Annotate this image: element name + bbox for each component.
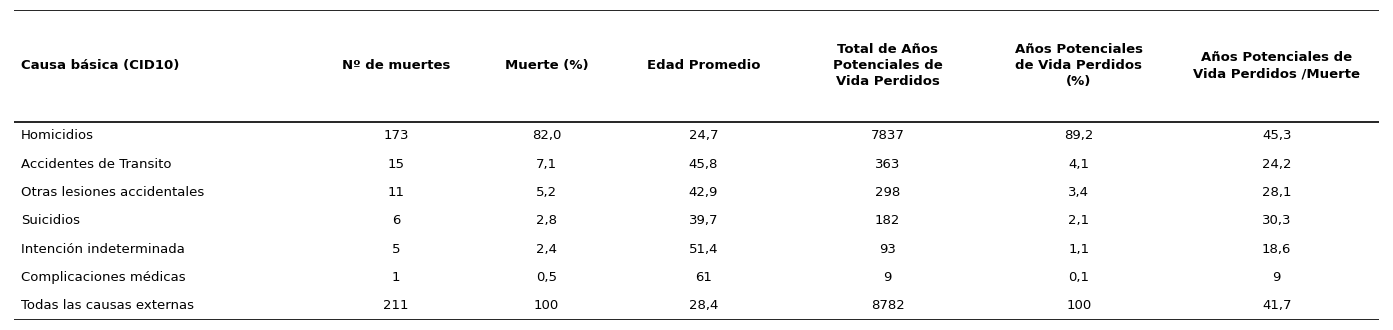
Text: 42,9: 42,9 <box>688 186 717 199</box>
Text: 211: 211 <box>383 299 410 313</box>
Text: 28,1: 28,1 <box>1262 186 1291 199</box>
Text: 4,1: 4,1 <box>1068 158 1089 171</box>
Text: Homicidios: Homicidios <box>21 129 93 142</box>
Text: 1,1: 1,1 <box>1068 243 1089 256</box>
Text: 18,6: 18,6 <box>1262 243 1291 256</box>
Text: 2,8: 2,8 <box>536 214 557 227</box>
Text: 30,3: 30,3 <box>1262 214 1291 227</box>
Text: 51,4: 51,4 <box>688 243 717 256</box>
Text: Muerte (%): Muerte (%) <box>504 59 588 72</box>
Text: 45,8: 45,8 <box>688 158 717 171</box>
Text: Edad Promedio: Edad Promedio <box>646 59 761 72</box>
Text: 1: 1 <box>391 271 400 284</box>
Text: Todas las causas externas: Todas las causas externas <box>21 299 194 313</box>
Text: 11: 11 <box>387 186 405 199</box>
Text: 6: 6 <box>391 214 400 227</box>
Text: 0,1: 0,1 <box>1068 271 1089 284</box>
Text: Intención indeterminada: Intención indeterminada <box>21 243 185 256</box>
Text: 24,2: 24,2 <box>1262 158 1291 171</box>
Text: Total de Años
Potenciales de
Vida Perdidos: Total de Años Potenciales de Vida Perdid… <box>833 43 943 88</box>
Text: 5: 5 <box>391 243 400 256</box>
Text: 2,4: 2,4 <box>536 243 557 256</box>
Text: Complicaciones médicas: Complicaciones médicas <box>21 271 185 284</box>
Text: 15: 15 <box>387 158 405 171</box>
Text: 7,1: 7,1 <box>536 158 557 171</box>
Text: 24,7: 24,7 <box>688 129 717 142</box>
Text: 82,0: 82,0 <box>532 129 561 142</box>
Text: 100: 100 <box>1066 299 1091 313</box>
Text: 3,4: 3,4 <box>1068 186 1089 199</box>
Text: 9: 9 <box>883 271 892 284</box>
Text: Accidentes de Transito: Accidentes de Transito <box>21 158 171 171</box>
Text: Otras lesiones accidentales: Otras lesiones accidentales <box>21 186 203 199</box>
Text: 28,4: 28,4 <box>688 299 717 313</box>
Text: 61: 61 <box>695 271 712 284</box>
Text: 2,1: 2,1 <box>1068 214 1089 227</box>
Text: Años Potenciales de
Vida Perdidos /Muerte: Años Potenciales de Vida Perdidos /Muert… <box>1194 51 1360 80</box>
Text: 298: 298 <box>875 186 900 199</box>
Text: Suicidios: Suicidios <box>21 214 79 227</box>
Text: 41,7: 41,7 <box>1262 299 1291 313</box>
Text: 45,3: 45,3 <box>1262 129 1291 142</box>
Text: 5,2: 5,2 <box>536 186 557 199</box>
Text: 173: 173 <box>383 129 410 142</box>
Text: 100: 100 <box>534 299 559 313</box>
Text: 363: 363 <box>875 158 900 171</box>
Text: 9: 9 <box>1272 271 1282 284</box>
Text: 93: 93 <box>879 243 896 256</box>
Text: 0,5: 0,5 <box>536 271 557 284</box>
Text: 89,2: 89,2 <box>1064 129 1094 142</box>
Text: 182: 182 <box>875 214 900 227</box>
Text: Años Potenciales
de Vida Perdidos
(%): Años Potenciales de Vida Perdidos (%) <box>1014 43 1142 88</box>
Text: 8782: 8782 <box>871 299 904 313</box>
Text: 39,7: 39,7 <box>688 214 717 227</box>
Text: Nº de muertes: Nº de muertes <box>343 59 450 72</box>
Text: 7837: 7837 <box>871 129 904 142</box>
Text: Causa básica (CID10): Causa básica (CID10) <box>21 59 180 72</box>
